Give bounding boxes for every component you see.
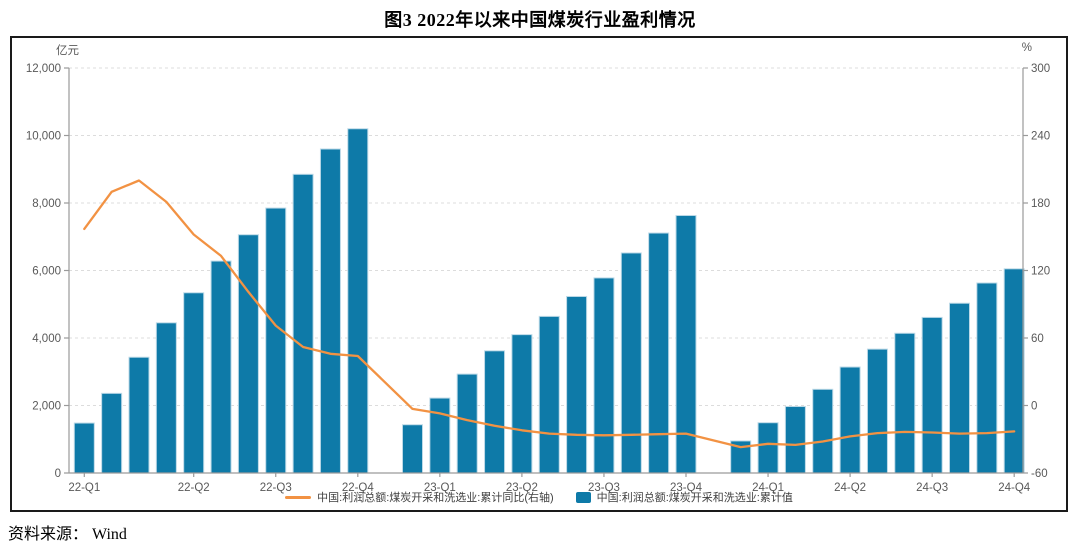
yoy-line	[83, 179, 1016, 449]
left-axis-tick-label: 6,000	[32, 266, 61, 278]
x-axis-tick-label: 24-Q4	[998, 482, 1031, 494]
right-axis-tick-label: 300	[1031, 63, 1050, 75]
line-series-swatch-icon	[285, 495, 312, 499]
x-axis-tick-label: 23-Q1	[424, 482, 456, 494]
bar	[511, 334, 533, 474]
bar	[292, 173, 314, 474]
x-axis-tick-label: 23-Q2	[506, 482, 538, 494]
bar	[265, 207, 287, 474]
right-axis-tick-label: -60	[1031, 468, 1048, 480]
bar	[1003, 268, 1025, 474]
bar	[894, 332, 916, 474]
bar	[921, 316, 943, 474]
legend-bar-label: 中国:利润总额:煤炭开采和洗选业:累计值	[596, 492, 793, 504]
bar	[155, 322, 177, 474]
right-axis-tick-label: 240	[1031, 131, 1050, 143]
bar	[319, 148, 341, 474]
bar	[757, 422, 779, 474]
bar	[347, 128, 369, 474]
bar	[128, 356, 150, 474]
legend-item-bar: 中国:利润总额:煤炭开采和洗选业:累计值	[575, 489, 793, 505]
right-axis-tick-label: 180	[1031, 198, 1050, 210]
bar-series-swatch-icon	[575, 491, 591, 503]
bar	[949, 302, 970, 474]
left-axis-tick-label: 10,000	[26, 131, 61, 143]
bar	[210, 260, 232, 474]
x-axis-tick-label: 22-Q2	[178, 482, 210, 494]
axes: 0 2,000 4,000 6,000 8,000 10,000 12,000 -60 0 60 1…	[26, 63, 1050, 494]
right-axis-tick-label: 60	[1031, 333, 1044, 345]
left-axis-tick-label: 12,000	[26, 63, 61, 75]
bar	[456, 373, 478, 474]
left-axis-tick-label: 0	[55, 468, 61, 480]
data-source-note: 资料来源： Wind	[8, 526, 127, 543]
bar	[839, 366, 861, 474]
x-axis-tick-label: 23-Q4	[670, 482, 703, 494]
bar	[593, 277, 615, 474]
x-axis-tick-label: 23-Q3	[588, 482, 620, 494]
x-axis-tick-label: 22-Q4	[342, 482, 375, 494]
bar	[402, 424, 423, 474]
chart-canvas: 0 2,000 4,000 6,000 8,000 10,000 12,000 -60 0 60 1…	[26, 63, 1050, 494]
right-axis-tick-label: 120	[1031, 266, 1050, 278]
bar	[648, 232, 670, 474]
bar	[538, 315, 560, 474]
x-axis-tick-label: 22-Q3	[260, 482, 292, 494]
bar	[101, 392, 123, 474]
bars-series	[73, 128, 1025, 474]
x-axis-tick-label: 22-Q1	[68, 482, 100, 494]
bar	[566, 295, 588, 474]
left-axis-tick-label: 2,000	[32, 401, 61, 413]
x-axis-tick-label: 24-Q1	[752, 482, 784, 494]
x-axis-tick-label: 24-Q3	[916, 482, 948, 494]
bar	[183, 292, 205, 474]
chart-frame: 亿元 % 0 2,000 4,000 6,000 8,000 10,000 12,000 -6…	[10, 36, 1068, 512]
left-axis-tick-label: 4,000	[32, 333, 61, 345]
right-axis-unit-label: %	[1021, 42, 1032, 54]
bar	[620, 252, 642, 474]
bar	[484, 350, 506, 474]
chart-title: 图3 2022年以来中国煤炭行业盈利情况	[384, 10, 696, 30]
left-axis-unit-label: 亿元	[56, 45, 79, 57]
x-axis-tick-label: 24-Q2	[834, 482, 866, 494]
bar	[237, 234, 259, 474]
legend-line-label: 中国:利润总额:煤炭开采和洗选业:累计同比(右轴)	[317, 492, 554, 504]
left-axis-tick-label: 8,000	[32, 198, 61, 210]
bar	[866, 348, 888, 474]
bar	[73, 422, 95, 474]
bar	[812, 388, 834, 474]
bar	[784, 406, 806, 474]
bar	[976, 282, 998, 474]
chart-legend: 中国:利润总额:煤炭开采和洗选业:累计同比(右轴) 中国:利润总额:煤炭开采和洗…	[12, 489, 1066, 505]
bar	[429, 397, 451, 474]
legend-item-line: 中国:利润总额:煤炭开采和洗选业:累计同比(右轴)	[285, 489, 554, 505]
right-axis-tick-label: 0	[1031, 401, 1037, 413]
